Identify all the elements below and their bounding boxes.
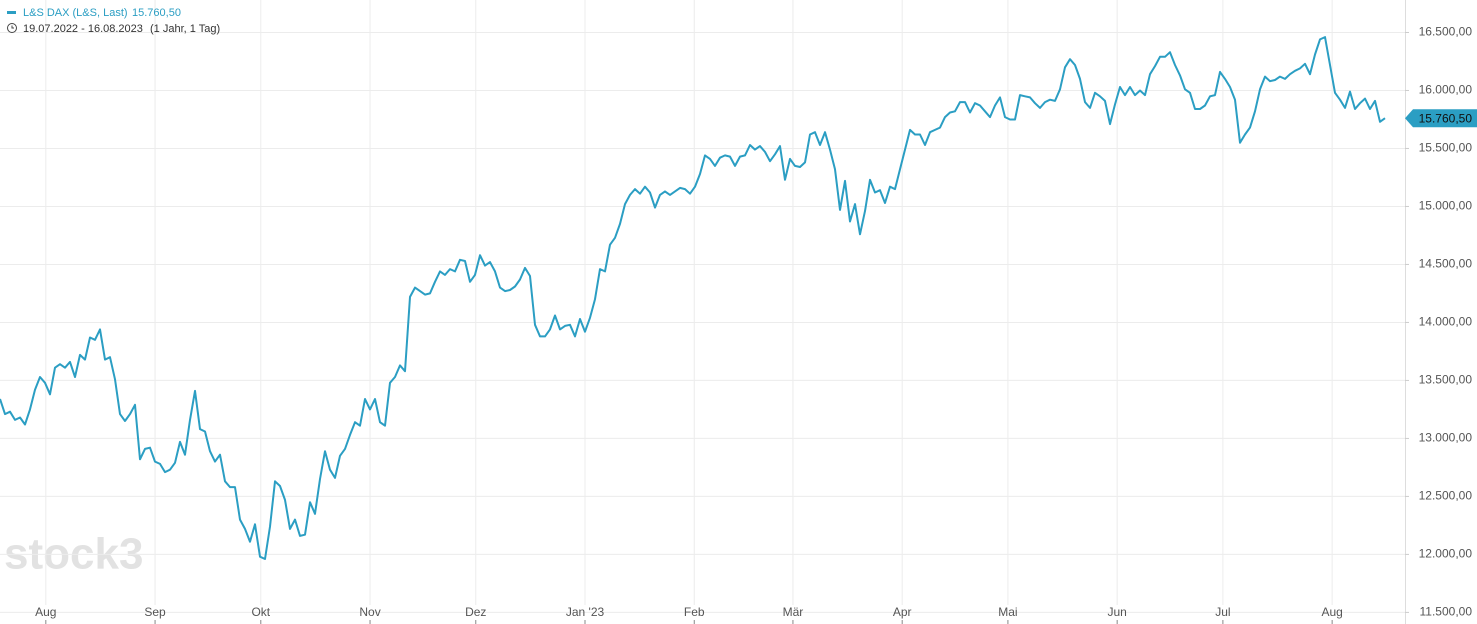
- x-tick-label: Apr: [893, 605, 912, 619]
- x-tick-label: Aug: [35, 605, 56, 619]
- clock-icon: [7, 23, 17, 33]
- x-tick-label: Mai: [998, 605, 1017, 619]
- x-tick-label: Sep: [144, 605, 166, 619]
- y-tick-label: 15.000,00: [1419, 199, 1473, 213]
- x-tick-label: Jun: [1107, 605, 1126, 619]
- legend-entry: L&S DAX (L&S, Last): [23, 7, 128, 19]
- header-value: 15.760,50: [132, 7, 181, 19]
- period: (1 Jahr, 1 Tag): [150, 23, 220, 35]
- x-tick-label: Jan '23: [566, 605, 605, 619]
- marks: [0, 36, 1386, 560]
- y-tick-label: 16.000,00: [1419, 83, 1473, 97]
- clock-hands: [11, 25, 14, 29]
- x-tick-label: Feb: [684, 605, 705, 619]
- x-tick-label: Okt: [251, 605, 270, 619]
- y-tick-label: 12.500,00: [1419, 489, 1473, 503]
- x-tick-label: Mär: [783, 605, 804, 619]
- grid: [0, 0, 1405, 613]
- y-tick-label: 14.000,00: [1419, 315, 1473, 329]
- legend-swatch: [7, 11, 16, 14]
- x-tick-label: Aug: [1321, 605, 1342, 619]
- y-tick-label: 15.500,00: [1419, 141, 1473, 155]
- current-value-label: 15.760,50: [1419, 111, 1473, 125]
- y-tick-label: 12.000,00: [1419, 547, 1473, 561]
- y-tick-label: 16.500,00: [1419, 25, 1473, 39]
- x-tick-label: Dez: [465, 605, 486, 619]
- y-tick-label: 13.000,00: [1419, 431, 1473, 445]
- y-tick-label: 13.500,00: [1419, 373, 1473, 387]
- y-tick-label: 14.500,00: [1419, 257, 1473, 271]
- date-range: 19.07.2022 - 16.08.2023: [23, 23, 143, 35]
- x-tick-label: Nov: [359, 605, 380, 619]
- current-value-flag: [1405, 109, 1477, 128]
- price-line: [0, 36, 1386, 560]
- x-tick-label: Jul: [1215, 605, 1230, 619]
- y-tick-label: 11.500,00: [1420, 605, 1473, 619]
